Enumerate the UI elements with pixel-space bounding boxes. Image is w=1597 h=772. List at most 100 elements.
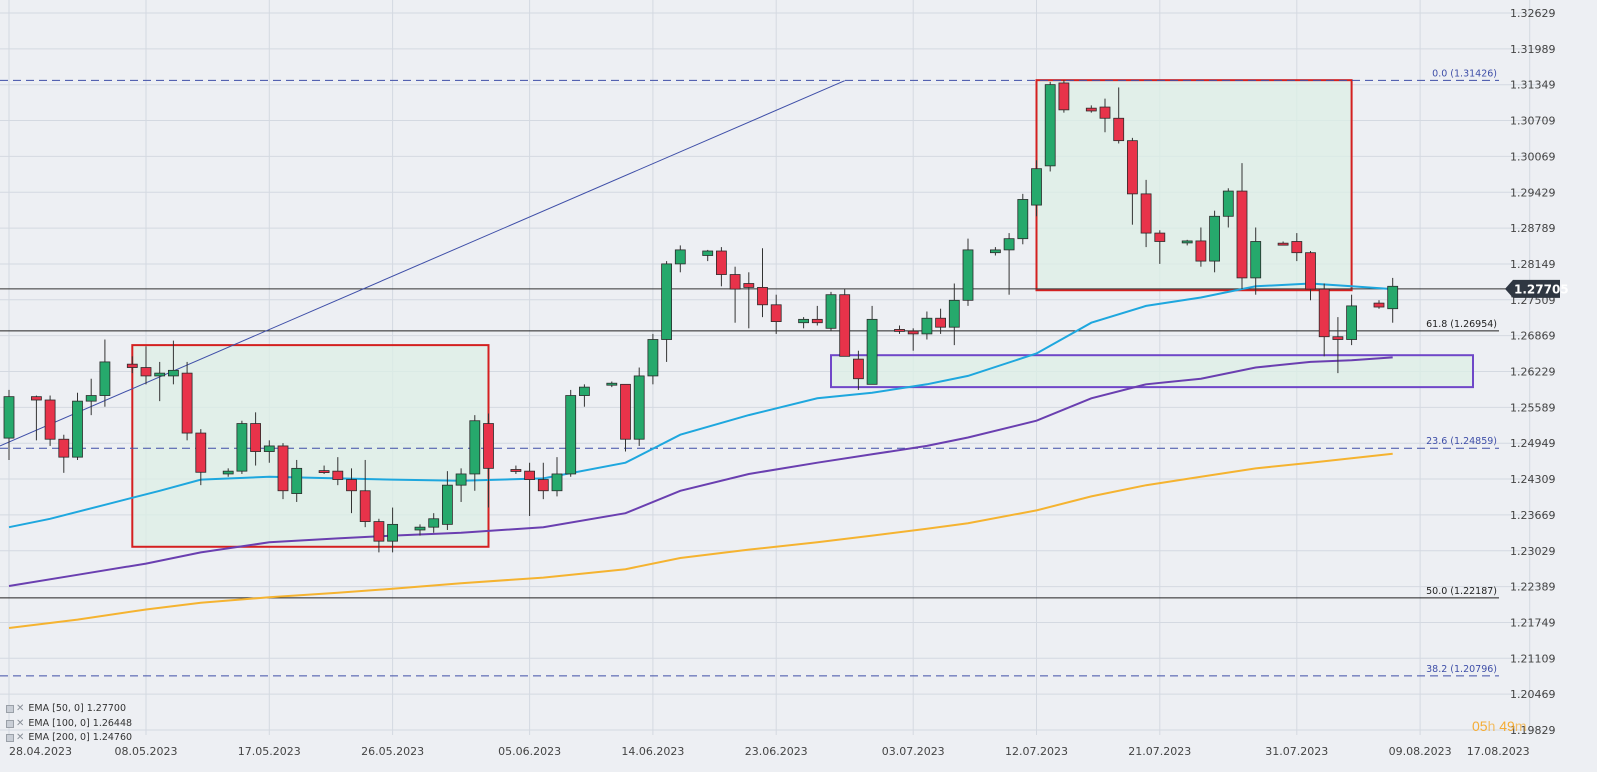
y-tick-label: 1.31989 — [1510, 43, 1556, 56]
timer-hours: 05 — [1472, 718, 1488, 734]
candle-up — [1209, 215, 1220, 262]
y-tick-label: 1.26229 — [1510, 366, 1556, 379]
candle-up — [387, 523, 399, 542]
candle-down — [839, 294, 851, 357]
y-tick-label: 1.21109 — [1510, 652, 1556, 665]
x-tick-label: 03.07.2023 — [882, 745, 945, 758]
candle-down — [126, 363, 138, 368]
candle-down — [195, 432, 207, 473]
candle-up — [948, 299, 960, 328]
candle-up — [1387, 285, 1399, 310]
timer-minutes-unit: m — [1514, 718, 1527, 734]
candle-up — [565, 395, 577, 475]
candle-up — [1044, 84, 1056, 167]
candle-up — [674, 249, 686, 265]
candle-up — [167, 369, 179, 377]
candle-down — [359, 490, 371, 522]
trendline — [0, 80, 845, 447]
legend-label: EMA [100, 0] — [28, 717, 90, 729]
indicator-settings-icon[interactable] — [6, 719, 14, 728]
candle-down — [743, 283, 755, 288]
candle-down — [1140, 193, 1152, 234]
candle-up — [99, 361, 111, 396]
candle-down — [1127, 140, 1138, 195]
candle-up — [962, 249, 974, 301]
x-axis: 28.04.2023 08.05.2023 17.05.2023 26.05.2023… — [9, 745, 1530, 758]
candle-down — [811, 318, 823, 324]
candle-down — [524, 470, 535, 480]
candle-countdown-timer: 05h 49m — [1472, 718, 1527, 734]
candle-down — [853, 358, 864, 380]
legend-ema100[interactable]: ✕ EMA [100, 0] 1.26448 — [6, 717, 132, 732]
legend-label: EMA [200, 0] — [28, 732, 90, 743]
candle-down — [620, 383, 631, 440]
candle-up — [1017, 199, 1029, 240]
candle-down — [1154, 232, 1166, 242]
candle-down — [1195, 240, 1207, 262]
candle-down — [181, 372, 193, 434]
fib-level-label: 23.6 (1.24859) — [1426, 436, 1497, 447]
candle-down — [373, 521, 385, 542]
candle-down — [907, 330, 919, 335]
candle-down — [250, 423, 262, 452]
candle-down — [510, 469, 522, 472]
candle-down — [935, 317, 946, 328]
ema200-line — [8, 452, 1393, 629]
candle-down — [318, 470, 330, 473]
y-tick-label: 1.20469 — [1510, 688, 1556, 701]
candle-down — [729, 274, 741, 290]
candle-up — [606, 382, 618, 386]
y-tick-label: 1.29429 — [1510, 186, 1556, 199]
x-tick-label: 08.05.2023 — [115, 745, 178, 758]
y-tick-label: 1.24309 — [1510, 473, 1556, 486]
legend-label: EMA [50, 0] — [28, 703, 84, 714]
support-zone-box — [830, 354, 1474, 389]
fib-level-label: 38.2 (1.20796) — [1426, 664, 1497, 675]
candle-down — [58, 438, 70, 458]
y-tick-label: 1.30709 — [1510, 115, 1556, 128]
y-tick-label: 1.23669 — [1510, 509, 1556, 522]
candle-up — [1031, 168, 1042, 206]
x-tick-label: 05.06.2023 — [498, 745, 561, 758]
candle-up — [441, 484, 453, 525]
ema100-line — [8, 356, 1393, 587]
candle-up — [222, 470, 234, 475]
remove-indicator-icon[interactable]: ✕ — [16, 703, 25, 714]
indicator-settings-icon[interactable] — [6, 705, 14, 714]
x-tick-label: 09.08.2023 — [1389, 745, 1452, 758]
remove-indicator-icon[interactable]: ✕ — [16, 732, 25, 743]
candle-down — [44, 399, 56, 440]
candle-down — [757, 287, 768, 306]
current-price-tag: 1.27705 — [1505, 279, 1569, 298]
candle-up — [990, 249, 1001, 254]
candle-down — [1058, 82, 1070, 111]
y-tick-label: 1.21749 — [1510, 616, 1556, 629]
candle-up — [825, 294, 837, 329]
fib-level-label: 50.0 (1.22187) — [1426, 586, 1497, 597]
candle-up — [85, 395, 97, 402]
y-tick-label: 1.19829 — [1510, 724, 1556, 737]
remove-indicator-icon[interactable]: ✕ — [16, 717, 25, 729]
candle-up — [414, 526, 426, 531]
x-tick-label: 28.04.2023 — [9, 745, 72, 758]
indicator-settings-icon[interactable] — [6, 734, 14, 743]
candle-down — [483, 423, 494, 469]
indicator-legend: ✕ EMA [50, 0] 1.27700 ✕ EMA [100, 0] 1.2… — [6, 702, 132, 746]
x-tick-label: 17.05.2023 — [238, 745, 301, 758]
candle-down — [537, 479, 549, 492]
candle-down — [346, 479, 357, 492]
candle-up — [3, 396, 15, 439]
y-tick-label: 1.32629 — [1510, 7, 1556, 20]
candle-up — [72, 400, 83, 458]
candle-down — [894, 329, 905, 332]
candle-up — [798, 318, 809, 324]
candle-down — [1373, 302, 1385, 308]
candle-up — [1346, 305, 1357, 340]
legend-ema200[interactable]: ✕ EMA [200, 0] 1.24760 — [6, 731, 132, 746]
candle-up — [236, 423, 248, 472]
candle-up — [469, 420, 481, 475]
x-tick-label: 17.08.2023 — [1467, 745, 1530, 758]
legend-ema50[interactable]: ✕ EMA [50, 0] 1.27700 — [6, 702, 132, 717]
